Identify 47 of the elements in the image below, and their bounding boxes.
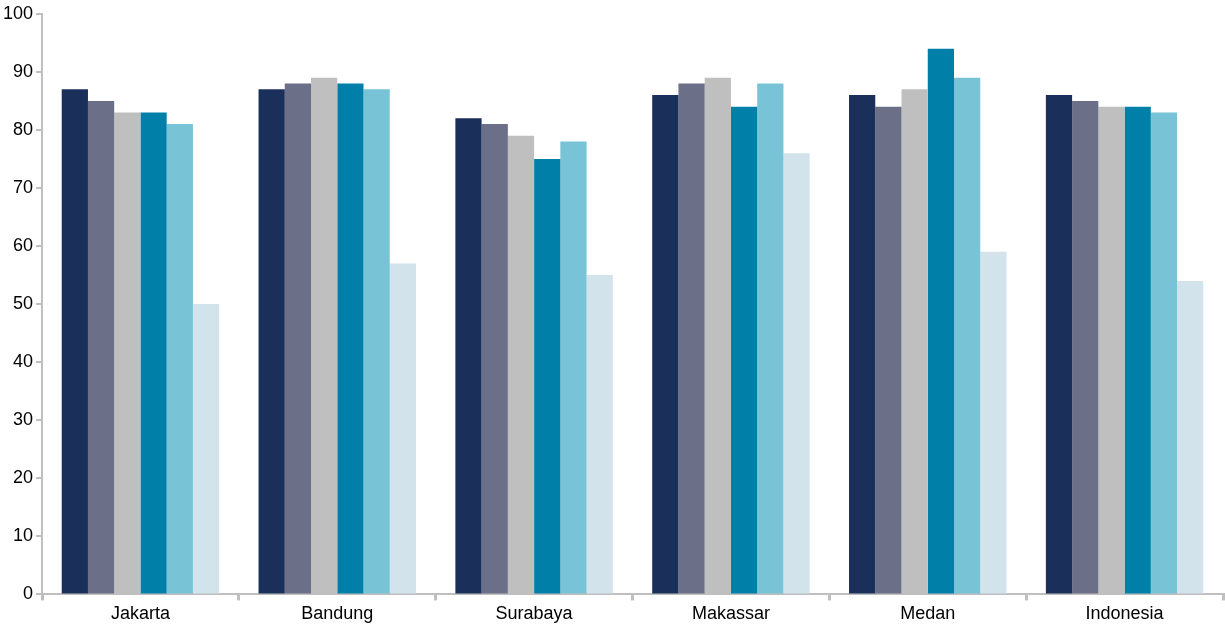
bar [389, 263, 417, 594]
bar [730, 106, 758, 594]
bar [87, 100, 115, 594]
x-tick-label: Surabaya [495, 603, 574, 624]
x-tick-label: Makassar [691, 603, 770, 624]
bar [140, 112, 167, 594]
x-tick-label: Bandung [301, 603, 374, 624]
bar [1150, 112, 1178, 594]
bar [192, 304, 220, 594]
bar [849, 95, 876, 594]
y-tick-label: 100 [2, 2, 34, 23]
y-tick-label: 70 [13, 176, 34, 197]
y-tick-label: 50 [13, 293, 34, 314]
x-tick-label: Medan [900, 603, 956, 624]
y-tick-label: 0 [23, 583, 34, 604]
y-tick-label: 20 [13, 467, 34, 488]
y-tick-label: 80 [13, 118, 34, 139]
bar [652, 95, 679, 594]
bar [875, 106, 902, 594]
bar [534, 158, 561, 594]
bar [678, 83, 705, 594]
bar [783, 153, 810, 594]
bar [560, 141, 587, 594]
y-tick-label: 40 [13, 351, 34, 372]
bar [258, 89, 285, 594]
bar [481, 124, 508, 594]
x-tick-label: Jakarta [110, 603, 171, 624]
bar [166, 124, 193, 594]
bar [1124, 106, 1151, 594]
bar [363, 89, 390, 594]
y-tick-label: 60 [13, 235, 34, 256]
bar [980, 251, 1007, 594]
bar [337, 83, 364, 594]
bar [61, 89, 88, 594]
bar [954, 77, 981, 594]
y-tick-label: 10 [13, 525, 34, 546]
bar [586, 275, 613, 594]
bar [1072, 100, 1099, 594]
bar [757, 83, 784, 594]
bar [1177, 280, 1204, 594]
y-tick-label: 30 [13, 409, 34, 430]
bar [284, 83, 312, 594]
bar [1045, 95, 1073, 594]
bar [455, 118, 482, 594]
x-tick-label: Indonesia [1085, 603, 1165, 624]
bar [927, 48, 954, 594]
y-tick-label: 90 [13, 60, 34, 81]
